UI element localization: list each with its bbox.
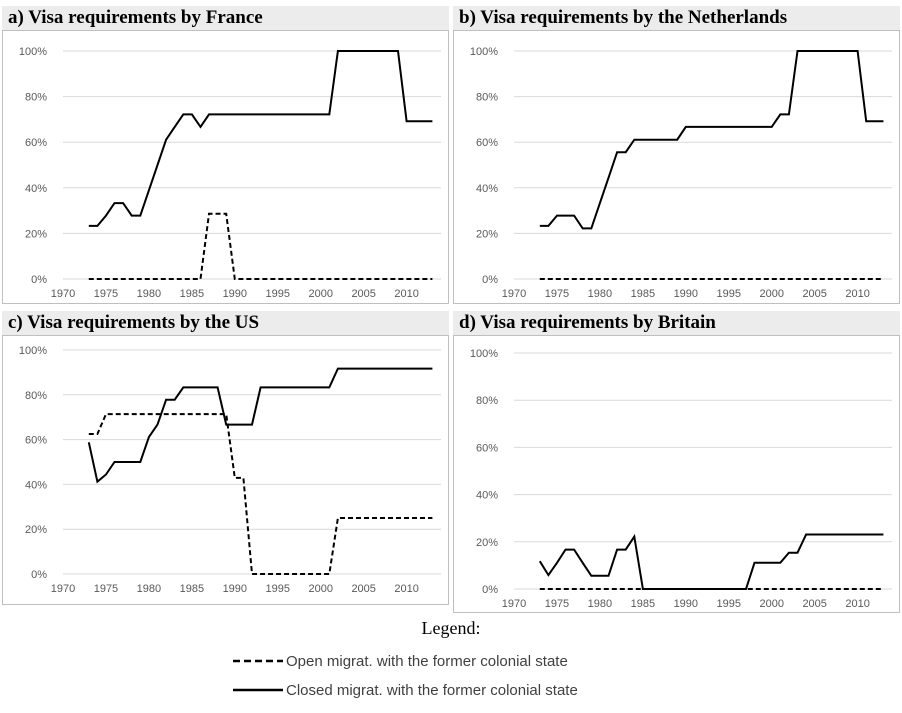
x-tick-label: 2000 (759, 598, 783, 610)
x-tick-label: 1980 (588, 598, 612, 610)
y-tick-label: 40% (476, 183, 498, 195)
legend-label: Open migrat. with the former colonial st… (286, 652, 568, 670)
x-tick-label: 1970 (502, 598, 526, 610)
x-tick-label: 2000 (759, 288, 783, 300)
y-tick-label: 20% (476, 228, 498, 240)
x-tick-label: 1980 (137, 288, 161, 300)
x-tick-label: 2005 (802, 288, 826, 300)
y-tick-label: 0% (482, 274, 498, 286)
x-tick-label: 1970 (502, 288, 526, 300)
y-tick-label: 80% (25, 92, 47, 104)
y-tick-label: 80% (476, 395, 498, 407)
series-line-open (88, 413, 433, 575)
series-line-closed (539, 50, 884, 230)
panel-title: a) Visa requirements by France (2, 6, 449, 30)
x-tick-label: 2000 (308, 288, 332, 300)
y-tick-label: 0% (31, 569, 47, 581)
y-tick-label: 60% (25, 137, 47, 149)
panel-title: d) Visa requirements by Britain (453, 311, 900, 335)
line-chart: 0% 20% 40% 60% 80% 100% 1970 1975 1980 1985 1990 19… (470, 348, 892, 610)
y-tick-label: 60% (476, 137, 498, 149)
plot-area: 0% 20% 40% 60% 80% 100% 1970 1975 1980 1985 1990 19… (2, 335, 449, 605)
series-line-closed (87, 367, 433, 484)
plot-area: 0% 20% 40% 60% 80% 100% 1970 1975 1980 1985 1990 19… (453, 335, 900, 613)
x-tick-label: 1980 (137, 583, 161, 595)
y-tick-label: 40% (25, 183, 47, 195)
solid-line-swatch-icon (233, 688, 283, 692)
panel-title: c) Visa requirements by the US (2, 311, 449, 335)
series-line-closed (538, 533, 884, 590)
y-tick-label: 100% (470, 46, 498, 58)
x-tick-label: 2005 (351, 583, 375, 595)
x-tick-label: 1985 (180, 288, 204, 300)
y-tick-label: 20% (25, 524, 47, 536)
x-tick-label: 1995 (266, 583, 290, 595)
series-line-closed (88, 50, 433, 227)
y-tick-label: 100% (19, 345, 47, 357)
x-tick-label: 1975 (94, 288, 118, 300)
x-tick-label: 1980 (588, 288, 612, 300)
y-tick-label: 40% (476, 490, 498, 502)
legend-title: Legend: (421, 618, 481, 638)
y-tick-label: 60% (25, 435, 47, 447)
line-chart: 0% 20% 40% 60% 80% 100% 1970 1975 1980 1985 1990 19… (19, 46, 441, 300)
x-tick-label: 1975 (545, 288, 569, 300)
y-tick-label: 20% (25, 228, 47, 240)
x-tick-label: 1985 (631, 598, 655, 610)
x-tick-label: 2010 (845, 598, 869, 610)
x-tick-label: 1985 (180, 583, 204, 595)
y-tick-label: 100% (470, 348, 498, 360)
x-tick-label: 1995 (717, 598, 741, 610)
y-tick-label: 80% (25, 390, 47, 402)
legend-entry-closed: Closed migrat. with the former colonial … (232, 678, 578, 702)
plot-area: 0% 20% 40% 60% 80% 100% 1970 1975 1980 1985 1990 19… (2, 30, 449, 304)
y-tick-label: 0% (31, 274, 47, 286)
x-tick-label: 2010 (845, 288, 869, 300)
x-tick-label: 1990 (674, 598, 698, 610)
x-tick-label: 1990 (223, 583, 247, 595)
x-tick-label: 1990 (674, 288, 698, 300)
dashed-line-swatch-icon (233, 659, 283, 663)
x-tick-label: 1970 (51, 583, 75, 595)
y-tick-label: 100% (19, 46, 47, 58)
x-tick-label: 1995 (717, 288, 741, 300)
line-chart: 0% 20% 40% 60% 80% 100% 1970 1975 1980 1985 1990 19… (470, 46, 892, 300)
x-tick-label: 1990 (223, 288, 247, 300)
x-tick-label: 2010 (394, 583, 418, 595)
series-line-open (88, 212, 433, 280)
x-tick-label: 1995 (266, 288, 290, 300)
y-tick-label: 20% (476, 537, 498, 549)
x-tick-label: 2000 (308, 583, 332, 595)
y-tick-label: 40% (25, 479, 47, 491)
x-tick-label: 1970 (51, 288, 75, 300)
y-tick-label: 0% (482, 584, 498, 596)
legend-label: Closed migrat. with the former colonial … (286, 681, 578, 699)
x-tick-label: 1975 (545, 598, 569, 610)
panel-title: b) Visa requirements by the Netherlands (453, 6, 900, 30)
x-tick-label: 2005 (802, 598, 826, 610)
x-tick-label: 1975 (94, 583, 118, 595)
plot-area: 0% 20% 40% 60% 80% 100% 1970 1975 1980 1985 1990 19… (453, 30, 900, 304)
x-tick-label: 1985 (631, 288, 655, 300)
legend-entry-open: Open migrat. with the former colonial st… (232, 649, 568, 673)
y-tick-label: 60% (476, 442, 498, 454)
x-tick-label: 2005 (351, 288, 375, 300)
y-tick-label: 80% (476, 92, 498, 104)
line-chart: 0% 20% 40% 60% 80% 100% 1970 1975 1980 1985 1990 19… (19, 345, 441, 595)
x-tick-label: 2010 (394, 288, 418, 300)
